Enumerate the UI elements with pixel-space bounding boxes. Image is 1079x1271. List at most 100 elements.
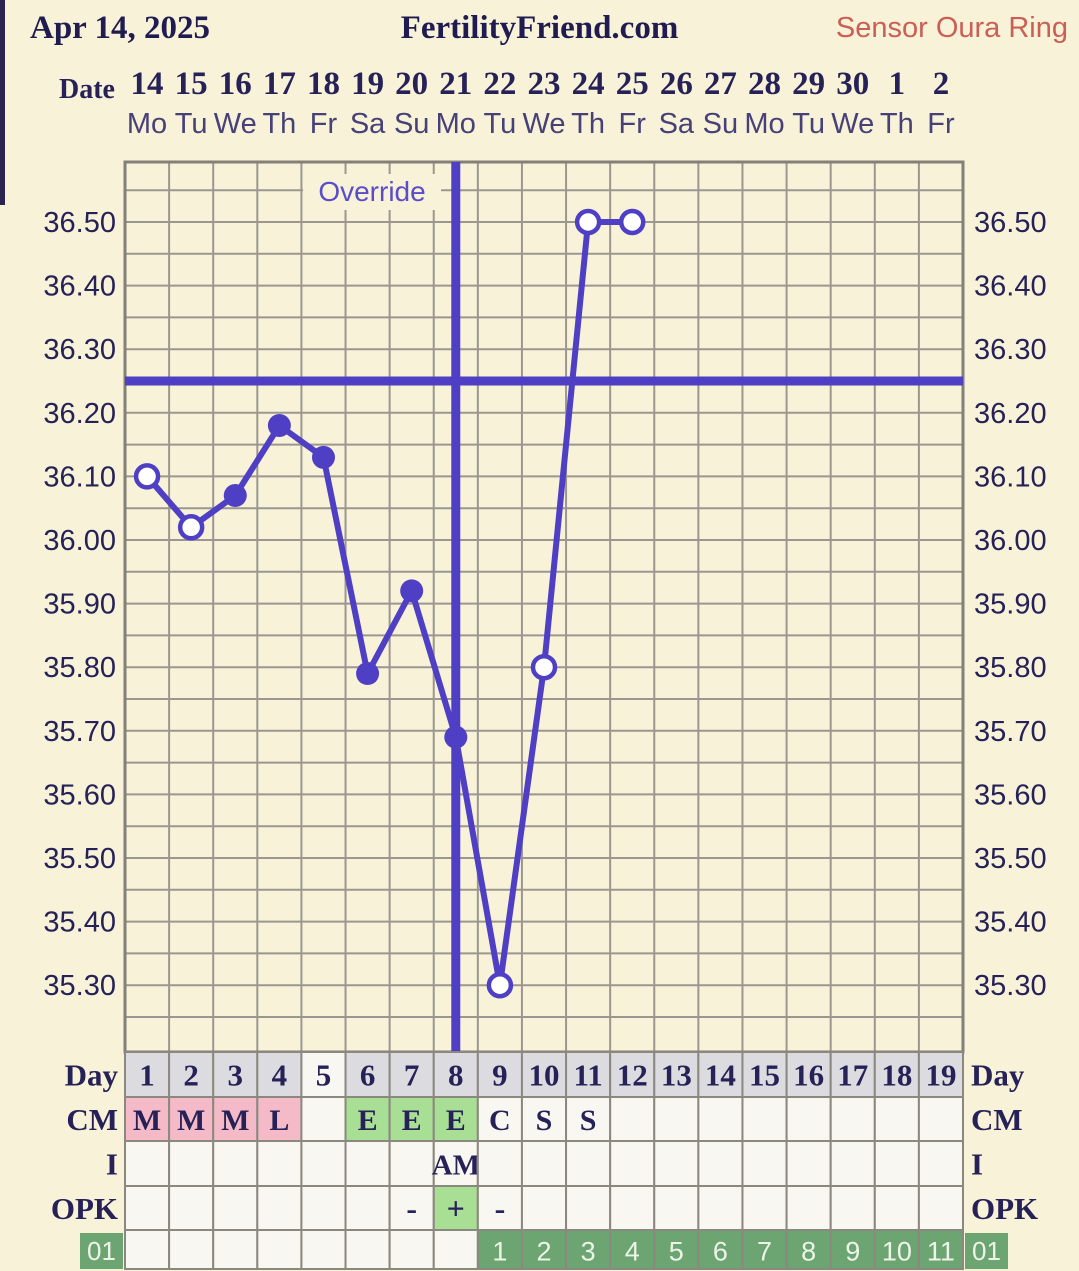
cm-cell[interactable] xyxy=(829,1096,876,1142)
temp-point-filled[interactable] xyxy=(311,445,335,469)
day-cell[interactable] xyxy=(344,1051,391,1098)
i-cell[interactable] xyxy=(829,1140,876,1187)
weekday-label: Fr xyxy=(619,108,647,140)
y-axis-label-left: 35.30 xyxy=(43,970,116,1002)
date-label: 17 xyxy=(263,66,296,102)
y-axis-label-left: 36.10 xyxy=(43,461,116,493)
i-cell[interactable] xyxy=(520,1140,568,1187)
opk-cell[interactable] xyxy=(300,1185,347,1231)
i-cell[interactable] xyxy=(741,1140,788,1187)
date-label: 15 xyxy=(175,66,208,102)
opk-cell[interactable] xyxy=(520,1185,568,1231)
temp-point-open[interactable] xyxy=(177,514,205,541)
cm-cell-value: S xyxy=(580,1104,597,1137)
opk-cell[interactable] xyxy=(873,1185,920,1231)
temp-point-filled[interactable] xyxy=(356,662,380,686)
cm-cell[interactable] xyxy=(917,1096,964,1142)
cm-cell-value: L xyxy=(269,1104,289,1137)
temp-point-filled[interactable] xyxy=(223,483,247,507)
opk-cell[interactable] xyxy=(256,1185,303,1231)
cm-cell[interactable] xyxy=(653,1096,700,1142)
i-cell[interactable] xyxy=(256,1140,303,1187)
cm-cell[interactable] xyxy=(741,1096,788,1142)
day-cell[interactable] xyxy=(388,1051,435,1098)
y-axis-label-left: 36.00 xyxy=(43,525,116,557)
cm-cell-value: E xyxy=(402,1104,422,1137)
luteal-cell-value: 2 xyxy=(536,1237,551,1267)
opk-cell[interactable] xyxy=(697,1185,744,1231)
opk-cell[interactable] xyxy=(388,1185,435,1231)
weekday-label: Sa xyxy=(350,108,386,140)
i-cell[interactable] xyxy=(785,1140,832,1187)
temp-point-filled[interactable] xyxy=(267,414,291,438)
temp-point-filled[interactable] xyxy=(444,725,468,749)
day-cell-value: 11 xyxy=(573,1058,602,1093)
i-cell[interactable] xyxy=(212,1140,259,1187)
cm-cell[interactable] xyxy=(697,1096,744,1142)
day-cell[interactable] xyxy=(653,1051,700,1098)
cm-cell[interactable] xyxy=(168,1096,215,1142)
temp-point-open[interactable] xyxy=(133,463,161,490)
opk-cell-value: - xyxy=(495,1190,506,1226)
date-label: 21 xyxy=(439,66,472,102)
luteal-cell-value: 6 xyxy=(713,1237,728,1267)
i-cell[interactable] xyxy=(565,1140,612,1187)
temp-point-open[interactable] xyxy=(618,208,646,236)
opk-cell[interactable] xyxy=(829,1185,876,1231)
day-cell[interactable] xyxy=(741,1051,788,1098)
i-cell[interactable] xyxy=(609,1140,656,1187)
opk-cell[interactable] xyxy=(917,1185,964,1231)
opk-cell[interactable] xyxy=(741,1185,788,1231)
day-cell[interactable] xyxy=(697,1051,744,1098)
weekday-label: Su xyxy=(703,108,738,140)
i-cell[interactable] xyxy=(168,1140,215,1187)
day-cell-value: 17 xyxy=(837,1058,868,1093)
row-label-left: I xyxy=(106,1147,118,1182)
day-cell[interactable] xyxy=(300,1051,347,1098)
day-cell[interactable] xyxy=(212,1051,259,1098)
date-label: 26 xyxy=(660,66,693,102)
i-cell[interactable] xyxy=(124,1140,171,1187)
i-cell[interactable] xyxy=(344,1140,391,1187)
i-cell[interactable] xyxy=(388,1140,435,1187)
opk-cell[interactable] xyxy=(609,1185,656,1231)
i-cell[interactable] xyxy=(917,1140,964,1187)
cm-cell[interactable] xyxy=(520,1096,568,1142)
i-cell[interactable] xyxy=(873,1140,920,1187)
day-cell-value: 7 xyxy=(404,1058,420,1093)
day-cell[interactable] xyxy=(829,1051,876,1098)
day-cell[interactable] xyxy=(432,1051,479,1098)
cm-cell[interactable] xyxy=(256,1096,303,1142)
y-axis-label-right: 36.10 xyxy=(974,461,1047,493)
temp-point-open[interactable] xyxy=(486,971,514,999)
luteal-cell xyxy=(256,1229,303,1270)
cm-cell[interactable] xyxy=(476,1096,523,1142)
opk-cell[interactable] xyxy=(785,1185,832,1231)
y-axis-label-right: 35.70 xyxy=(974,716,1047,748)
opk-cell[interactable] xyxy=(653,1185,700,1231)
cm-cell[interactable] xyxy=(609,1096,656,1142)
opk-cell[interactable] xyxy=(212,1185,259,1231)
day-cell[interactable] xyxy=(565,1051,612,1098)
temp-point-open[interactable] xyxy=(574,208,602,236)
i-cell[interactable] xyxy=(476,1140,523,1187)
luteal-cell-value: 4 xyxy=(625,1237,640,1267)
opk-cell[interactable] xyxy=(168,1185,215,1231)
day-cell[interactable] xyxy=(168,1051,215,1098)
i-cell[interactable] xyxy=(653,1140,700,1187)
temp-point-open[interactable] xyxy=(530,653,558,681)
day-cell-value: 8 xyxy=(448,1058,464,1093)
i-cell-value: AM xyxy=(432,1150,480,1182)
temp-point-filled[interactable] xyxy=(400,579,424,603)
i-cell[interactable] xyxy=(300,1140,347,1187)
y-axis-label-right: 36.50 xyxy=(974,207,1047,239)
i-cell[interactable] xyxy=(697,1140,744,1187)
cm-cell[interactable] xyxy=(785,1096,832,1142)
opk-cell[interactable] xyxy=(565,1185,612,1231)
opk-cell[interactable] xyxy=(432,1185,479,1231)
opk-cell[interactable] xyxy=(124,1185,171,1231)
cm-cell[interactable] xyxy=(432,1096,479,1142)
cm-cell[interactable] xyxy=(873,1096,920,1142)
cm-cell[interactable] xyxy=(300,1096,347,1142)
opk-cell[interactable] xyxy=(344,1185,391,1231)
